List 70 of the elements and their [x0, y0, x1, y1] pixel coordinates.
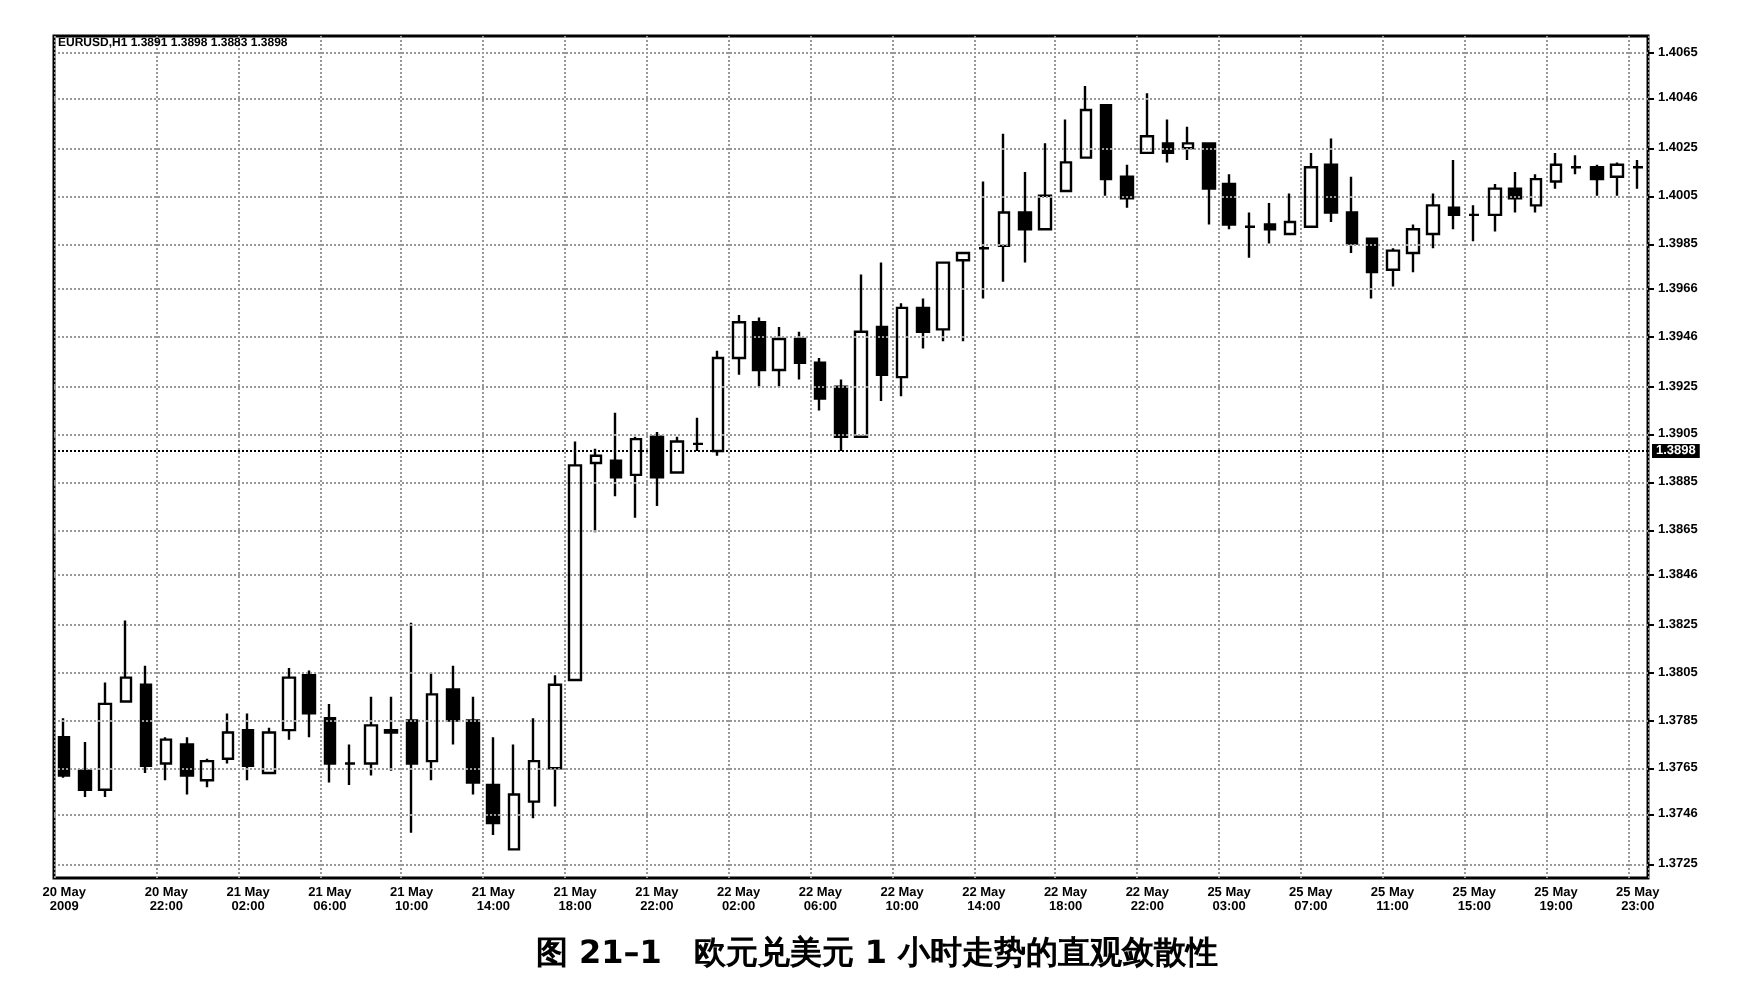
candlestick	[1589, 163, 1605, 198]
candlestick	[771, 325, 787, 388]
candlestick	[159, 736, 173, 782]
candlestick	[363, 695, 379, 777]
candlestick	[1119, 163, 1135, 209]
candlestick	[875, 261, 889, 403]
candlestick	[793, 330, 807, 381]
candlestick	[485, 736, 501, 837]
candlestick	[1569, 154, 1583, 176]
candlestick	[1487, 182, 1503, 233]
candlestick	[1263, 201, 1277, 245]
candlestick	[301, 669, 317, 739]
candlestick	[1139, 92, 1155, 155]
candlestick	[1425, 192, 1441, 250]
candlestick	[977, 180, 991, 300]
candlestick	[323, 702, 337, 784]
candlestick	[1243, 211, 1257, 260]
candlestick	[813, 356, 827, 412]
candlestick	[119, 619, 133, 703]
candlestick	[1365, 237, 1379, 300]
candlestick	[77, 740, 93, 799]
candlestick	[139, 664, 153, 775]
candlestick	[221, 712, 235, 765]
candlestick	[751, 316, 767, 388]
candlestick	[1161, 118, 1175, 164]
candlestick	[405, 621, 419, 834]
candlestick	[1079, 84, 1093, 159]
candlestick	[465, 695, 481, 796]
candlestick	[383, 695, 399, 772]
candlestick	[507, 743, 521, 851]
candlestick	[1631, 158, 1645, 190]
candlestick	[57, 716, 71, 780]
candlestick	[1323, 137, 1339, 224]
candlestick	[1507, 170, 1523, 214]
candlestick	[1609, 161, 1625, 198]
candlestick	[1303, 151, 1319, 229]
candlestick	[425, 671, 439, 782]
candlestick	[281, 666, 297, 741]
candlestick	[1181, 125, 1195, 162]
candlestick	[1283, 192, 1297, 236]
candlestick	[179, 736, 195, 796]
candlestick	[527, 716, 541, 820]
text: 图 21–1 欧元兑美元 1 小时走势的直观敛散性	[535, 933, 1219, 971]
candlestick	[895, 301, 909, 398]
candlestick	[997, 132, 1011, 283]
candlestick	[445, 664, 461, 746]
candlestick	[731, 313, 747, 376]
candlestick	[241, 712, 255, 782]
candlestick	[853, 273, 869, 438]
candlestick	[1221, 173, 1237, 231]
candlestick	[261, 726, 277, 775]
candlestick	[915, 297, 931, 350]
candlestick	[955, 251, 971, 343]
candlestick	[1405, 223, 1421, 274]
candlestick	[97, 681, 113, 799]
candlestick	[1529, 173, 1543, 214]
candlestick	[343, 743, 357, 787]
candlestick	[1201, 142, 1217, 226]
candlestick	[1447, 158, 1461, 231]
candlestick	[1345, 175, 1359, 255]
candlestick	[547, 674, 563, 808]
candlestick	[1467, 204, 1481, 243]
candlestick	[1017, 170, 1033, 264]
candlestick	[1099, 103, 1113, 198]
candlestick	[1549, 151, 1563, 190]
candlestick	[199, 757, 215, 789]
candlestick	[1385, 247, 1401, 288]
candlestick	[1037, 142, 1053, 231]
candlestick	[1059, 118, 1073, 193]
candlestick	[935, 261, 951, 343]
